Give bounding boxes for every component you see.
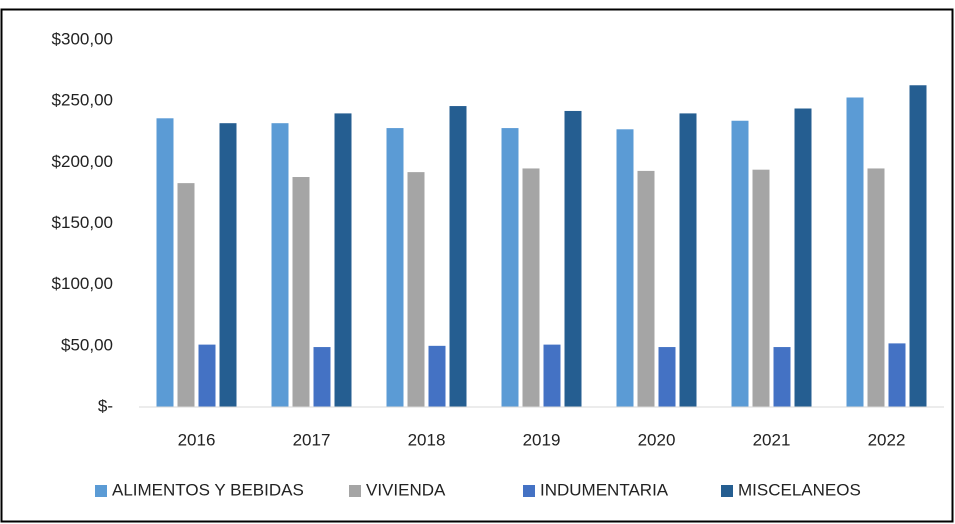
bar (522, 168, 540, 407)
bar (407, 172, 425, 407)
bar (846, 97, 864, 407)
legend-swatch (721, 485, 733, 497)
legend-label: ALIMENTOS Y BEBIDAS (112, 480, 304, 499)
bar (616, 129, 634, 407)
bar (658, 347, 676, 407)
bar (867, 168, 885, 407)
bar (313, 347, 331, 407)
x-tick-label: 2022 (868, 430, 906, 449)
bar (909, 85, 927, 407)
bar (773, 347, 791, 407)
legend-swatch (95, 485, 107, 497)
bar (292, 177, 310, 407)
bar (334, 113, 352, 408)
bar (752, 169, 770, 407)
legend-label: INDUMENTARIA (540, 480, 669, 499)
y-tick-label: $150,00 (52, 213, 113, 232)
bar (501, 128, 519, 407)
bar (679, 113, 697, 408)
bar (637, 170, 655, 407)
bar (888, 343, 906, 407)
x-tick-label: 2017 (293, 430, 331, 449)
bar (731, 120, 749, 408)
x-tick-label: 2018 (408, 430, 446, 449)
x-tick-label: 2016 (178, 430, 216, 449)
legend-label: VIVIENDA (366, 480, 446, 499)
x-tick-label: 2021 (753, 430, 791, 449)
bar (543, 344, 561, 407)
bar (271, 123, 289, 407)
bar (449, 106, 467, 407)
legend-label: MISCELANEOS (738, 480, 861, 499)
bar (156, 118, 174, 407)
legend-swatch (349, 485, 361, 497)
y-tick-label: $50,00 (61, 335, 113, 354)
legend-swatch (523, 485, 535, 497)
y-tick-label: $250,00 (52, 91, 113, 110)
y-tick-label: $100,00 (52, 274, 113, 293)
bar (177, 183, 195, 407)
bar (219, 123, 237, 407)
bar (564, 110, 582, 407)
y-tick-label: $200,00 (52, 152, 113, 171)
bar (794, 108, 812, 408)
bar (198, 344, 216, 407)
x-tick-label: 2020 (638, 430, 676, 449)
y-tick-label: $300,00 (52, 29, 113, 48)
bar (428, 345, 446, 407)
x-tick-label: 2019 (523, 430, 561, 449)
bar (386, 128, 404, 407)
y-tick-label: $- (98, 396, 113, 415)
